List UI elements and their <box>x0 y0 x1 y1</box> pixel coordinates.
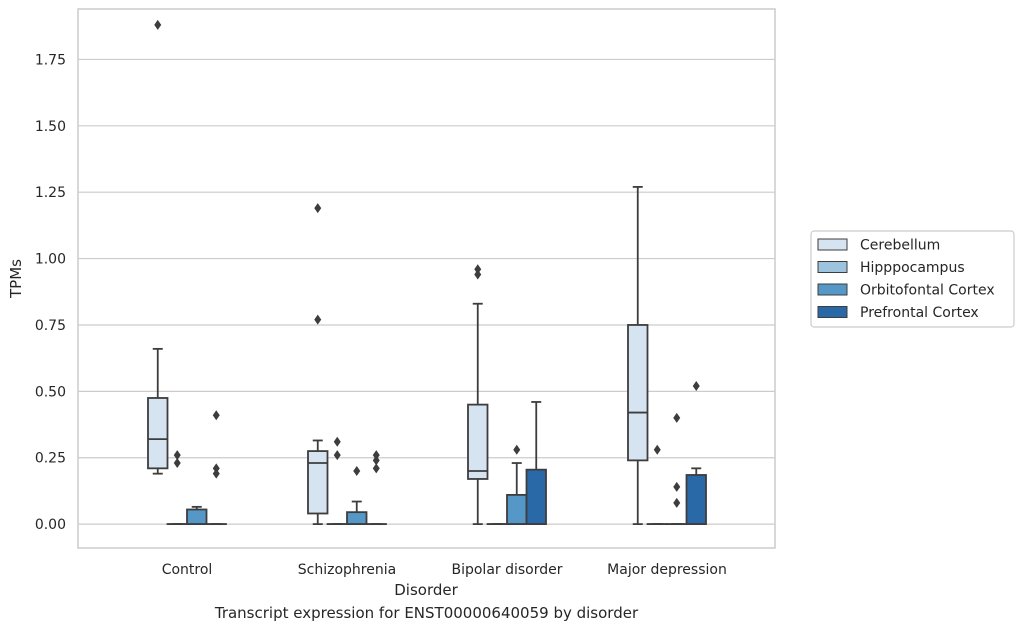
box-iqr <box>468 405 488 479</box>
box-iqr <box>347 512 367 524</box>
legend-swatch <box>818 307 847 318</box>
y-axis-label: TPMs <box>7 259 25 299</box>
box-iqr <box>148 398 168 468</box>
legend-label: Cerebellum <box>860 238 940 254</box>
legend-label: Orbitofontal Cortex <box>860 283 995 299</box>
y-tick-label: 0.50 <box>35 384 66 400</box>
legend-label: Prefrontal Cortex <box>860 305 979 321</box>
box-iqr <box>187 510 207 525</box>
box-iqr <box>308 451 328 513</box>
y-tick-label: 1.50 <box>35 119 66 135</box>
x-tick-label: Bipolar disorder <box>451 562 562 578</box>
y-tick-label: 0.25 <box>35 451 66 467</box>
y-tick-label: 1.00 <box>35 252 66 268</box>
y-tick-label: 1.25 <box>35 185 66 201</box>
figure-caption: Transcript expression for ENST0000064005… <box>78 604 775 622</box>
y-tick-label: 0.00 <box>35 517 66 533</box>
y-tick-label: 0.75 <box>35 318 66 334</box>
legend-swatch <box>818 262 847 273</box>
x-tick-label: Major depression <box>607 562 727 578</box>
legend-swatch <box>818 239 847 250</box>
legend-label: Hipppocampus <box>860 260 965 276</box>
box-iqr <box>628 325 648 460</box>
x-tick-label: Control <box>162 562 213 578</box>
x-tick-label: Schizophrenia <box>298 562 396 578</box>
legend-swatch <box>818 284 847 295</box>
box-orbitofontal-cortex <box>187 507 207 524</box>
box-iqr <box>687 475 707 524</box>
plot-area <box>78 9 775 548</box>
x-axis-label: Disorder <box>394 581 458 599</box>
box-iqr <box>507 495 527 524</box>
box-iqr <box>527 470 547 524</box>
y-tick-label: 1.75 <box>35 52 66 68</box>
